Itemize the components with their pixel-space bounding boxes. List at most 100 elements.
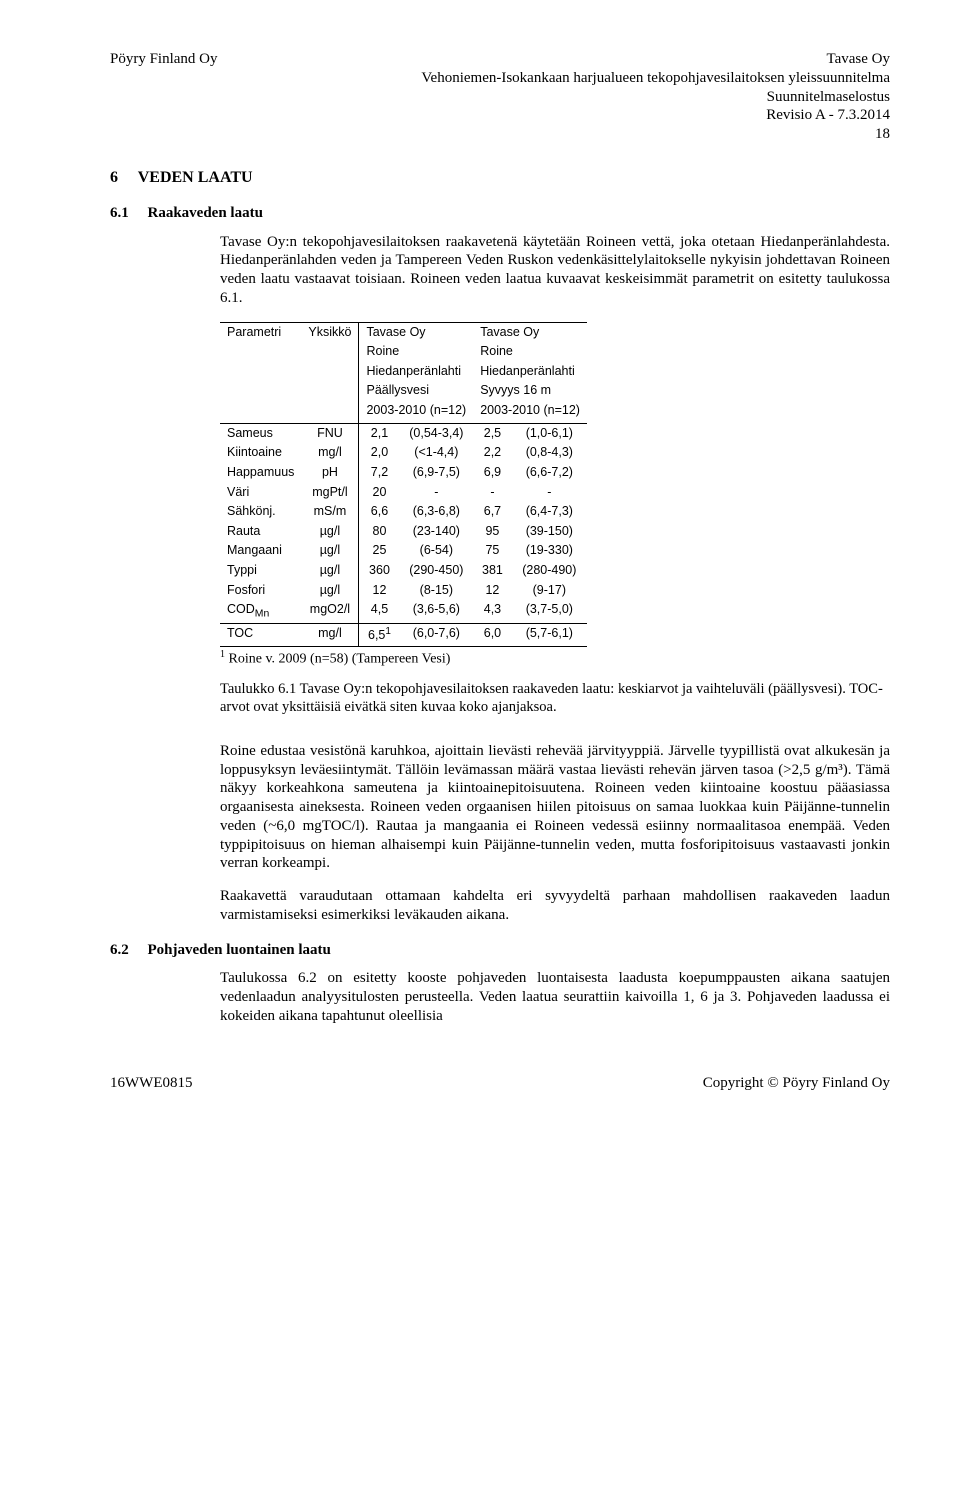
cell-unit: µg/l <box>301 522 359 542</box>
th-c2c: Hiedanperänlahti <box>473 362 587 382</box>
para-after-2: Raakavettä varaudutaan ottamaan kahdelta… <box>220 887 890 925</box>
section-6-2-num: 6.2 <box>110 942 129 958</box>
cell-v1: 20 <box>359 483 399 503</box>
cell-r2: (0,8-4,3) <box>512 443 587 463</box>
section-6-2-heading: 6.2 Pohjaveden luontainen laatu <box>110 941 890 960</box>
table-row: Typpiµg/l360(290-450)381(280-490) <box>220 561 587 581</box>
cell-unit: mS/m <box>301 502 359 522</box>
header-r4: Revisio A - 7.3.2014 <box>110 106 890 125</box>
row-toc-v1: 6,51 <box>359 623 399 646</box>
cell-v2: 95 <box>473 522 511 542</box>
water-quality-table: Parametri Yksikkö Tavase Oy Tavase Oy Ro… <box>220 322 587 647</box>
cell-param: Sameus <box>220 423 301 443</box>
section-6-2-title: Pohjaveden luontainen laatu <box>148 942 331 958</box>
cell-param: Sähkönj. <box>220 502 301 522</box>
section-6-1-heading: 6.1 Raakaveden laatu <box>110 204 890 223</box>
th-c2a: Tavase Oy <box>473 322 587 342</box>
cell-r2: (6,4-7,3) <box>512 502 587 522</box>
cell-param: Kiintoaine <box>220 443 301 463</box>
page-header: Pöyry Finland Oy Tavase Oy <box>110 50 890 69</box>
th-unit: Yksikkö <box>301 322 359 342</box>
cell-v2: 12 <box>473 581 511 601</box>
row-toc-v2: 6,0 <box>473 623 511 646</box>
row-toc-p: TOC <box>220 623 301 646</box>
cell-unit: mgPt/l <box>301 483 359 503</box>
cell-r1: - <box>399 483 473 503</box>
cell-r1: (0,54-3,4) <box>399 423 473 443</box>
cell-v1: 2,0 <box>359 443 399 463</box>
cell-v2: - <box>473 483 511 503</box>
th-c1c: Hiedanperänlahti <box>359 362 473 382</box>
footer-left: 16WWE0815 <box>110 1074 192 1093</box>
cell-r2: (1,0-6,1) <box>512 423 587 443</box>
cell-r1: (6,3-6,8) <box>399 502 473 522</box>
cell-param: Väri <box>220 483 301 503</box>
table-row: Rautaµg/l80(23-140)95(39-150) <box>220 522 587 542</box>
para-6-2-1: Taulukossa 6.2 on esitetty kooste pohjav… <box>220 969 890 1025</box>
section-6-1-num: 6.1 <box>110 205 129 221</box>
row-toc-r2: (5,7-6,1) <box>512 623 587 646</box>
section-6-1-title: Raakaveden laatu <box>148 205 263 221</box>
th-c2b: Roine <box>473 342 587 362</box>
th-c2e: 2003-2010 (n=12) <box>473 401 587 423</box>
header-right: Tavase Oy <box>826 50 890 69</box>
cell-v1: 12 <box>359 581 399 601</box>
page-footer: 16WWE0815 Copyright © Pöyry Finland Oy <box>110 1074 890 1093</box>
header-sub: Vehoniemen-Isokankaan harjualueen tekopo… <box>110 69 890 125</box>
th-c2d: Syvyys 16 m <box>473 381 587 401</box>
th-c1b: Roine <box>359 342 473 362</box>
row-cod-r1: (3,6-5,6) <box>399 600 473 623</box>
cell-r1: (23-140) <box>399 522 473 542</box>
cell-v2: 2,5 <box>473 423 511 443</box>
th-c1a: Tavase Oy <box>359 322 473 342</box>
table-row: Sähkönj.mS/m6,6(6,3-6,8)6,7(6,4-7,3) <box>220 502 587 522</box>
page-number: 18 <box>110 125 890 144</box>
cell-r1: (6,9-7,5) <box>399 463 473 483</box>
section-6-num: 6 <box>110 169 118 186</box>
cell-r2: (19-330) <box>512 541 587 561</box>
cell-param: Typpi <box>220 561 301 581</box>
table-row: Fosforiµg/l12(8-15)12(9-17) <box>220 581 587 601</box>
row-cod-v1: 4,5 <box>359 600 399 623</box>
cell-v1: 7,2 <box>359 463 399 483</box>
table-row: HappamuuspH7,2(6,9-7,5)6,9(6,6-7,2) <box>220 463 587 483</box>
cell-r2: - <box>512 483 587 503</box>
th-c1d: Päällysvesi <box>359 381 473 401</box>
cell-r2: (6,6-7,2) <box>512 463 587 483</box>
th-param: Parametri <box>220 322 301 342</box>
cell-unit: FNU <box>301 423 359 443</box>
para-6-1-1: Tavase Oy:n tekopohjavesilaitoksen raaka… <box>220 233 890 308</box>
cell-r1: (290-450) <box>399 561 473 581</box>
row-toc-u: mg/l <box>301 623 359 646</box>
cell-v2: 6,9 <box>473 463 511 483</box>
cell-v2: 381 <box>473 561 511 581</box>
header-r2: Vehoniemen-Isokankaan harjualueen tekopo… <box>110 69 890 88</box>
cell-param: Happamuus <box>220 463 301 483</box>
cell-v1: 25 <box>359 541 399 561</box>
table-row: SameusFNU2,1(0,54-3,4)2,5(1,0-6,1) <box>220 423 587 443</box>
header-r3: Suunnitelmaselostus <box>110 88 890 107</box>
cell-v1: 2,1 <box>359 423 399 443</box>
cell-param: Fosfori <box>220 581 301 601</box>
cell-v2: 75 <box>473 541 511 561</box>
cell-r1: (6-54) <box>399 541 473 561</box>
table-row: VärimgPt/l20--- <box>220 483 587 503</box>
cell-r2: (280-490) <box>512 561 587 581</box>
cell-unit: µg/l <box>301 561 359 581</box>
cell-unit: µg/l <box>301 541 359 561</box>
cell-v2: 2,2 <box>473 443 511 463</box>
row-cod-r2: (3,7-5,0) <box>512 600 587 623</box>
cell-v1: 80 <box>359 522 399 542</box>
cell-v1: 360 <box>359 561 399 581</box>
section-6-1-body: Tavase Oy:n tekopohjavesilaitoksen raaka… <box>220 233 890 925</box>
row-cod-p: CODMn <box>220 600 301 623</box>
cell-param: Mangaani <box>220 541 301 561</box>
row-toc-r1: (6,0-7,6) <box>399 623 473 646</box>
cell-r1: (8-15) <box>399 581 473 601</box>
cell-unit: mg/l <box>301 443 359 463</box>
cell-param: Rauta <box>220 522 301 542</box>
section-6-title: VEDEN LAATU <box>138 169 253 186</box>
section-6-2-body: Taulukossa 6.2 on esitetty kooste pohjav… <box>220 969 890 1025</box>
cell-unit: µg/l <box>301 581 359 601</box>
th-c1e: 2003-2010 (n=12) <box>359 401 473 423</box>
